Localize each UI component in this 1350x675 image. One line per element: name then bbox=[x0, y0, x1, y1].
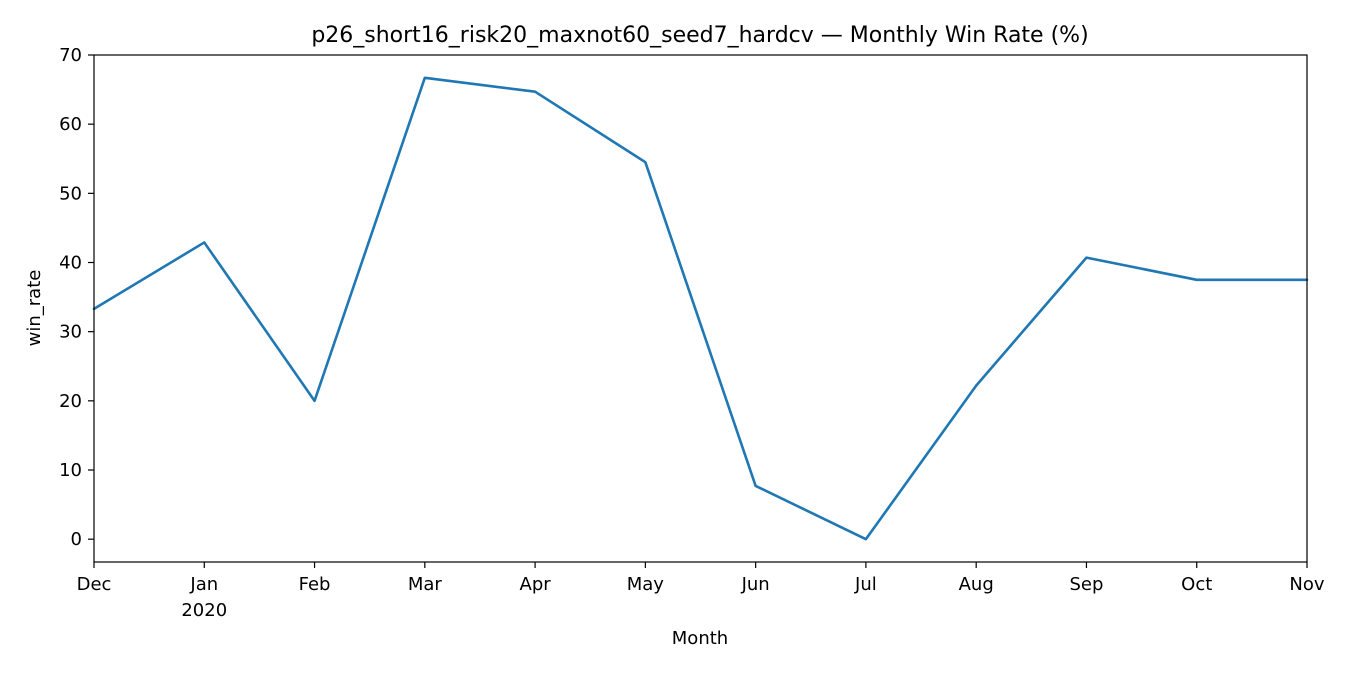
plot-frame bbox=[93, 54, 1308, 563]
x-tick-label: Feb bbox=[299, 574, 331, 595]
y-tick-label: 50 bbox=[59, 183, 82, 204]
x-axis-label: Month bbox=[672, 628, 728, 649]
x-tick-label: Sep bbox=[1069, 574, 1103, 595]
y-tick-label: 60 bbox=[59, 114, 82, 135]
x-axis: Dec Jan 2020 Feb Mar Apr May Jun Jul Aug Sep Oct Nov bbox=[77, 562, 1325, 621]
x-tick-label: Jun bbox=[741, 574, 770, 595]
x-tick-label: Jul bbox=[854, 574, 877, 595]
x-tick-label: Oct bbox=[1181, 574, 1212, 595]
x-tick-label: Aug bbox=[959, 574, 994, 595]
x-tick-label: Dec bbox=[77, 574, 112, 595]
y-tick-label: 0 bbox=[71, 529, 82, 550]
y-axis-label: win_rate bbox=[24, 270, 45, 347]
series-line bbox=[92, 76, 1309, 541]
y-tick-label: 70 bbox=[59, 45, 82, 66]
plot-area bbox=[92, 54, 1309, 563]
x-tick-label: Apr bbox=[520, 574, 552, 595]
y-tick-label: 10 bbox=[59, 460, 82, 481]
x-tick-year-label: 2020 bbox=[181, 600, 227, 621]
chart-title: p26_short16_risk20_maxnot60_seed7_hardcv… bbox=[311, 23, 1088, 48]
x-tick-label: Mar bbox=[408, 574, 443, 595]
y-tick-label: 30 bbox=[59, 322, 82, 343]
y-tick-label: 40 bbox=[59, 253, 82, 274]
x-tick-label: Nov bbox=[1289, 574, 1324, 595]
x-tick-label: Jan bbox=[189, 574, 218, 595]
x-tick-label: May bbox=[627, 574, 665, 595]
y-axis: 0 10 20 30 40 50 60 70 bbox=[59, 45, 94, 550]
y-tick-label: 20 bbox=[59, 391, 82, 412]
